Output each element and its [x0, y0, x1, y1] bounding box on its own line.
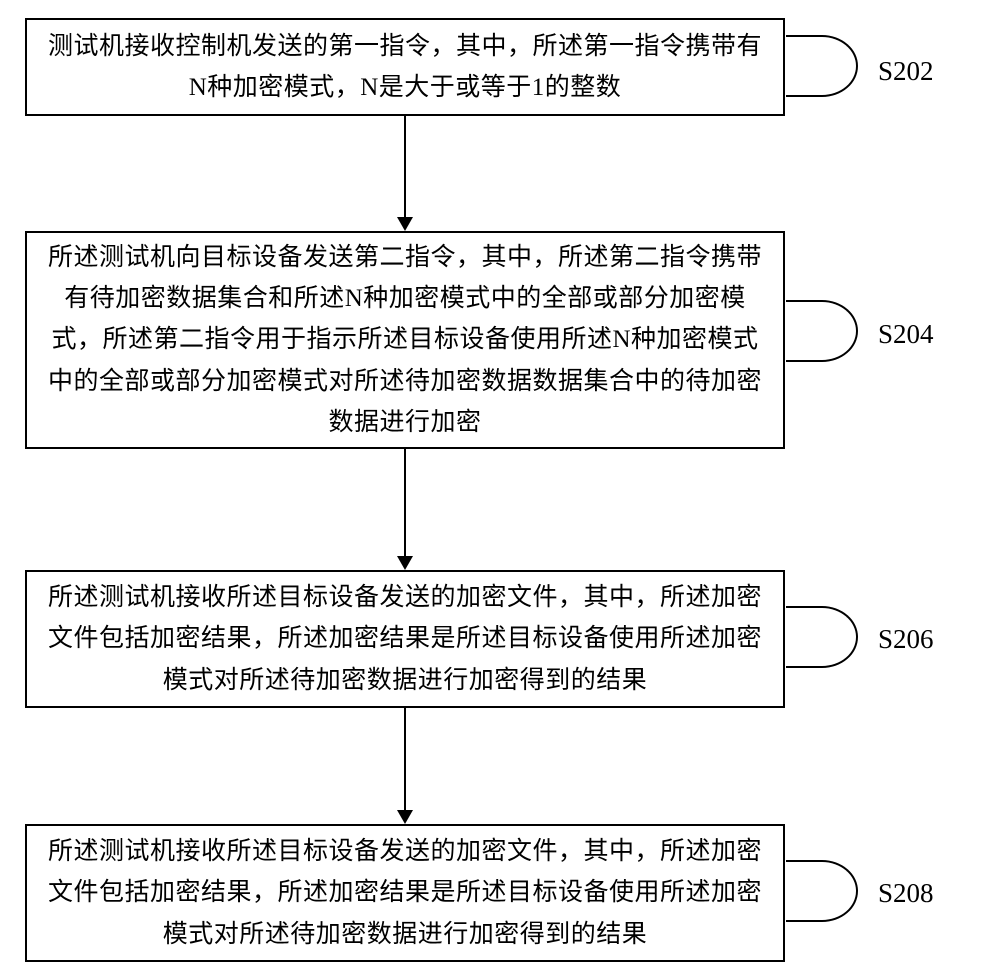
step-text-s204: 所述测试机向目标设备发送第二指令，其中，所述第二指令携带有待加密数据集合和所述N…	[41, 237, 769, 443]
flowchart-canvas: 测试机接收控制机发送的第一指令，其中，所述第一指令携带有N种加密模式，N是大于或…	[0, 0, 1000, 976]
step-text-s208: 所述测试机接收所述目标设备发送的加密文件，其中，所述加密文件包括加密结果，所述加…	[41, 831, 769, 955]
brace-s206	[786, 606, 858, 668]
step-label-s204: S204	[878, 319, 934, 350]
brace-s204	[786, 300, 858, 362]
arrow-head-3	[397, 810, 413, 824]
step-label-s202: S202	[878, 56, 934, 87]
arrow-head-1	[397, 217, 413, 231]
step-box-s202: 测试机接收控制机发送的第一指令，其中，所述第一指令携带有N种加密模式，N是大于或…	[25, 18, 785, 116]
step-box-s208: 所述测试机接收所述目标设备发送的加密文件，其中，所述加密文件包括加密结果，所述加…	[25, 824, 785, 962]
brace-s202	[786, 35, 858, 97]
arrow-line-2	[404, 449, 406, 556]
step-box-s206: 所述测试机接收所述目标设备发送的加密文件，其中，所述加密文件包括加密结果，所述加…	[25, 570, 785, 708]
step-box-s204: 所述测试机向目标设备发送第二指令，其中，所述第二指令携带有待加密数据集合和所述N…	[25, 231, 785, 449]
arrow-line-3	[404, 708, 406, 810]
arrow-head-2	[397, 556, 413, 570]
brace-s208	[786, 860, 858, 922]
step-label-s208: S208	[878, 878, 934, 909]
arrow-line-1	[404, 116, 406, 217]
step-text-s206: 所述测试机接收所述目标设备发送的加密文件，其中，所述加密文件包括加密结果，所述加…	[41, 577, 769, 701]
step-label-s206: S206	[878, 624, 934, 655]
step-text-s202: 测试机接收控制机发送的第一指令，其中，所述第一指令携带有N种加密模式，N是大于或…	[41, 26, 769, 109]
